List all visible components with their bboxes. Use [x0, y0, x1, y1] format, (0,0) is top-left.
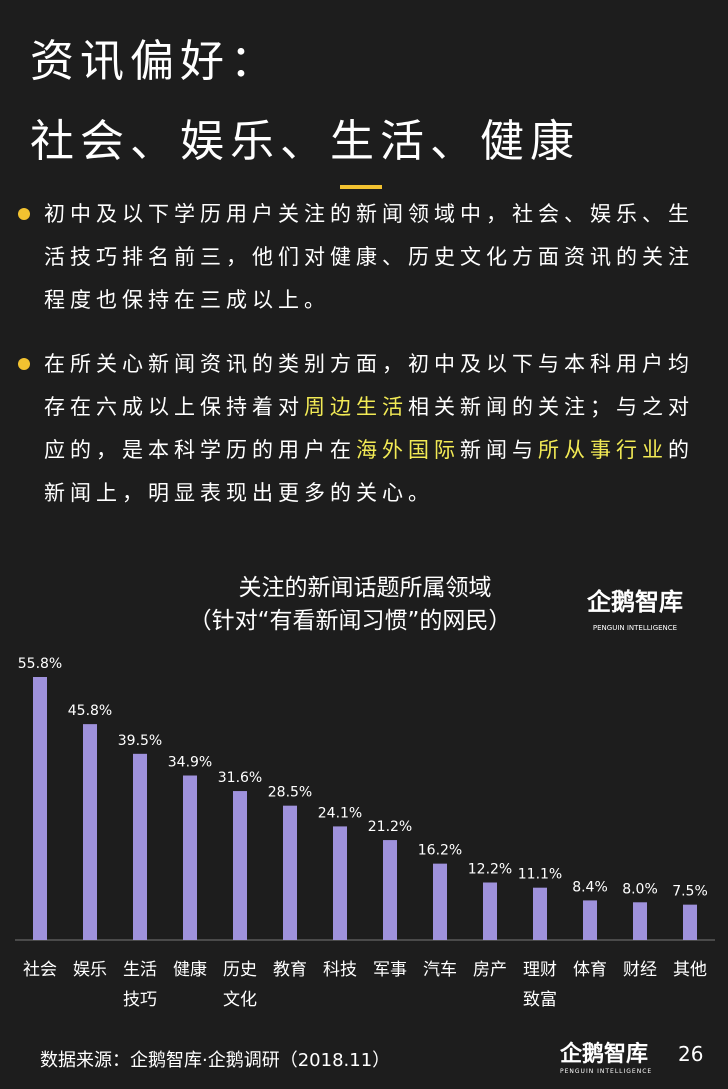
- value-label: 21.2%: [368, 819, 412, 835]
- value-label: 28.5%: [268, 785, 312, 801]
- bullet-dot: [18, 358, 30, 370]
- x-tick-label: 教育: [273, 960, 307, 980]
- value-label: 16.2%: [418, 843, 462, 859]
- bar: [433, 863, 447, 940]
- x-tick-label: 生活技巧: [123, 960, 157, 1010]
- chart-title: 关注的新闻话题所属领域: [239, 575, 492, 601]
- bar: [333, 826, 347, 940]
- value-label: 8.0%: [622, 881, 658, 897]
- chart: 关注的新闻话题所属领域 （针对“有看新闻习惯”的网民） 企鹅智库 PENGUIN…: [15, 575, 715, 1010]
- value-label: 45.8%: [68, 703, 112, 719]
- bar: [633, 902, 647, 940]
- accent: [340, 185, 382, 189]
- x-tick-label: 汽车: [423, 960, 457, 980]
- x-tick-label: 历史文化: [223, 960, 257, 1010]
- bar: [583, 900, 597, 940]
- bullet-text: 海外国际: [356, 438, 460, 462]
- x-tick-label: 体育: [573, 960, 607, 980]
- logo: 企鹅智库 PENGUIN INTELLIGENCE: [560, 1036, 652, 1075]
- bullet-text: 相关新闻的关注；与之对应的，是本科学历的用户在: [44, 395, 694, 462]
- title-line: 资讯偏好：: [30, 36, 280, 87]
- logo-name: 企鹅智库: [560, 1042, 649, 1067]
- bar: [233, 791, 247, 940]
- bullet-text: 周边生活: [304, 395, 408, 419]
- x-tick-label: 财经: [623, 960, 657, 980]
- x-tick-label: 理财致富: [523, 960, 557, 1010]
- value-label: 8.4%: [572, 879, 608, 895]
- bullet-text: 初中及以下学历用户关注的新闻领域中，社会、娱乐、生活技巧排名前三，他们对健康、历…: [44, 202, 694, 312]
- value-label: 7.5%: [672, 884, 708, 900]
- value-label: 24.1%: [318, 805, 362, 821]
- bar: [83, 724, 97, 940]
- logo-tagline: PENGUIN INTELLIGENCE: [560, 1068, 653, 1075]
- bar: [483, 882, 497, 940]
- bullet-text: 新闻与: [460, 438, 538, 462]
- x-tick-label: 其他: [673, 960, 707, 980]
- logo-tagline: PENGUIN INTELLIGENCE: [593, 624, 677, 632]
- page-number: 26: [678, 1042, 704, 1066]
- bullet-text: 的新闻上，明显表现出更多的关心。: [44, 438, 694, 505]
- source: 数据来源：企鹅智库·企鹅调研（2018.11）: [40, 1050, 391, 1071]
- x-tick-label: 科技: [323, 960, 357, 980]
- bullet-dot: [18, 208, 30, 220]
- bar: [33, 677, 47, 940]
- bar: [683, 904, 697, 940]
- bullet: 在所关心新闻资讯的类别方面，初中及以下与本科用户均存在六成以上保持着对周边生活相…: [18, 343, 694, 515]
- value-label: 39.5%: [118, 733, 162, 749]
- bar: [183, 775, 197, 940]
- bullet-text: 在所关心新闻资讯的类别方面，初中及以下与本科用户均存在六成以上保持着对: [44, 352, 694, 419]
- bar: [283, 805, 297, 940]
- chart-subtitle: （针对“有看新闻习惯”的网民）: [189, 608, 512, 634]
- bullet: 初中及以下学历用户关注的新闻领域中，社会、娱乐、生活技巧排名前三，他们对健康、历…: [18, 193, 694, 322]
- x-tick-label: 房产: [473, 960, 507, 980]
- bar: [133, 753, 147, 940]
- x-tick-label: 社会: [23, 960, 57, 980]
- x-tick-label: 健康: [173, 960, 207, 980]
- bar: [383, 840, 397, 940]
- value-label: 34.9%: [168, 755, 212, 771]
- value-label: 11.1%: [518, 867, 562, 883]
- bar: [533, 887, 547, 940]
- logo: 企鹅智库: [587, 588, 683, 616]
- title-line: 社会、娱乐、生活、健康: [30, 116, 580, 167]
- value-label: 55.8%: [18, 656, 62, 672]
- value-label: 31.6%: [218, 770, 262, 786]
- x-tick-label: 军事: [373, 960, 407, 980]
- x-tick-label: 娱乐: [73, 960, 107, 980]
- value-label: 12.2%: [468, 861, 512, 877]
- bullet-text: 所从事行业: [538, 438, 668, 462]
